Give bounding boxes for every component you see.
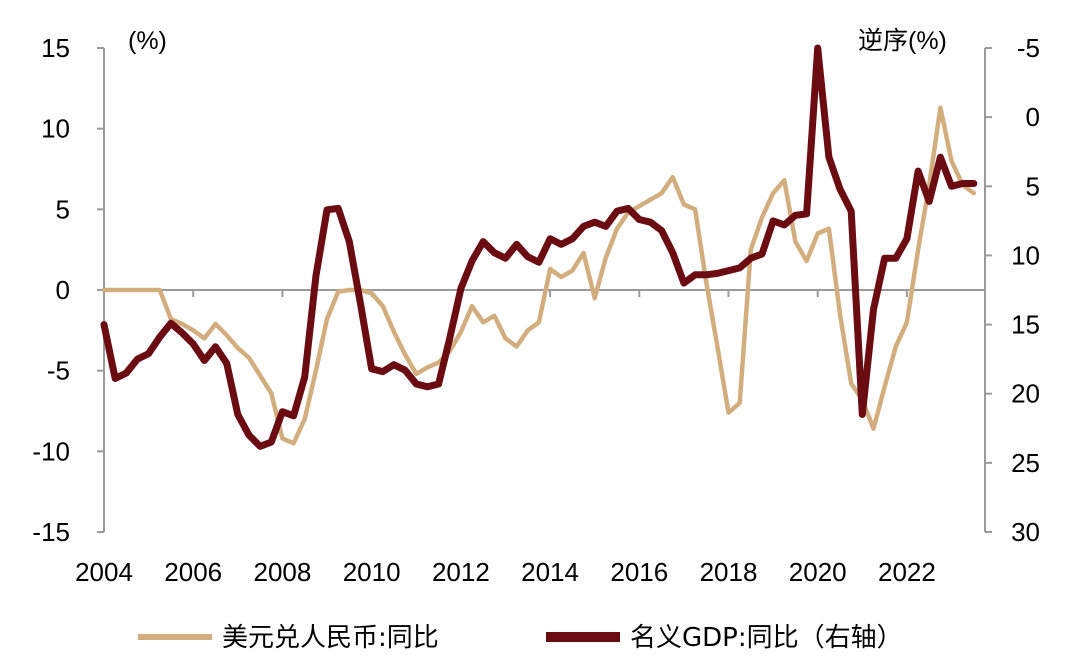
right-tick-label: 5: [1026, 171, 1040, 201]
right-axis-unit-label: 逆序(%): [858, 27, 947, 55]
left-tick-label: 10: [41, 114, 70, 144]
right-tick-label: 20: [1011, 379, 1040, 409]
x-tick-label: 2018: [700, 557, 758, 587]
x-tick-label: 2008: [254, 557, 312, 587]
x-tick-label: 2010: [343, 557, 401, 587]
x-tick-label: 2022: [878, 557, 936, 587]
right-tick-label: 15: [1011, 310, 1040, 340]
left-tick-label: 15: [41, 33, 70, 63]
right-tick-label: 0: [1026, 102, 1040, 132]
legend-label-nominal-gdp: 名义GDP:同比（右轴）: [630, 623, 903, 653]
series-layer: [100, 44, 978, 450]
x-tick-label: 2006: [164, 557, 222, 587]
left-tick-label: -5: [47, 356, 70, 386]
x-tick-label: 2020: [789, 557, 847, 587]
x-tick-label: 2014: [521, 557, 579, 587]
right-tick-label: -5: [1017, 33, 1040, 63]
left-tick-label: 0: [56, 275, 70, 305]
tick-layer: 15 10 5 0 -5 -10 -15 -5 0 5 10 15 20 25 30 2004 2006 2008…: [32, 33, 1040, 587]
left-tick-label: -15: [32, 517, 70, 547]
series-line-usdcny: [101, 105, 977, 446]
left-tick-label: -10: [32, 436, 70, 466]
right-tick-label: 10: [1011, 240, 1040, 270]
left-axis-unit-label: (%): [128, 27, 167, 55]
series-line-nominal-gdp: [100, 44, 978, 450]
x-tick-label: 2016: [610, 557, 668, 587]
left-tick-label: 5: [56, 194, 70, 224]
right-tick-label: 30: [1011, 517, 1040, 547]
legend-label-usdcny: 美元兑人民币:同比: [222, 623, 439, 653]
right-tick-label: 25: [1011, 448, 1040, 478]
legend: 美元兑人民币:同比 名义GDP:同比（右轴）: [138, 623, 903, 653]
x-tick-label: 2004: [75, 557, 133, 587]
x-tick-label: 2012: [432, 557, 490, 587]
